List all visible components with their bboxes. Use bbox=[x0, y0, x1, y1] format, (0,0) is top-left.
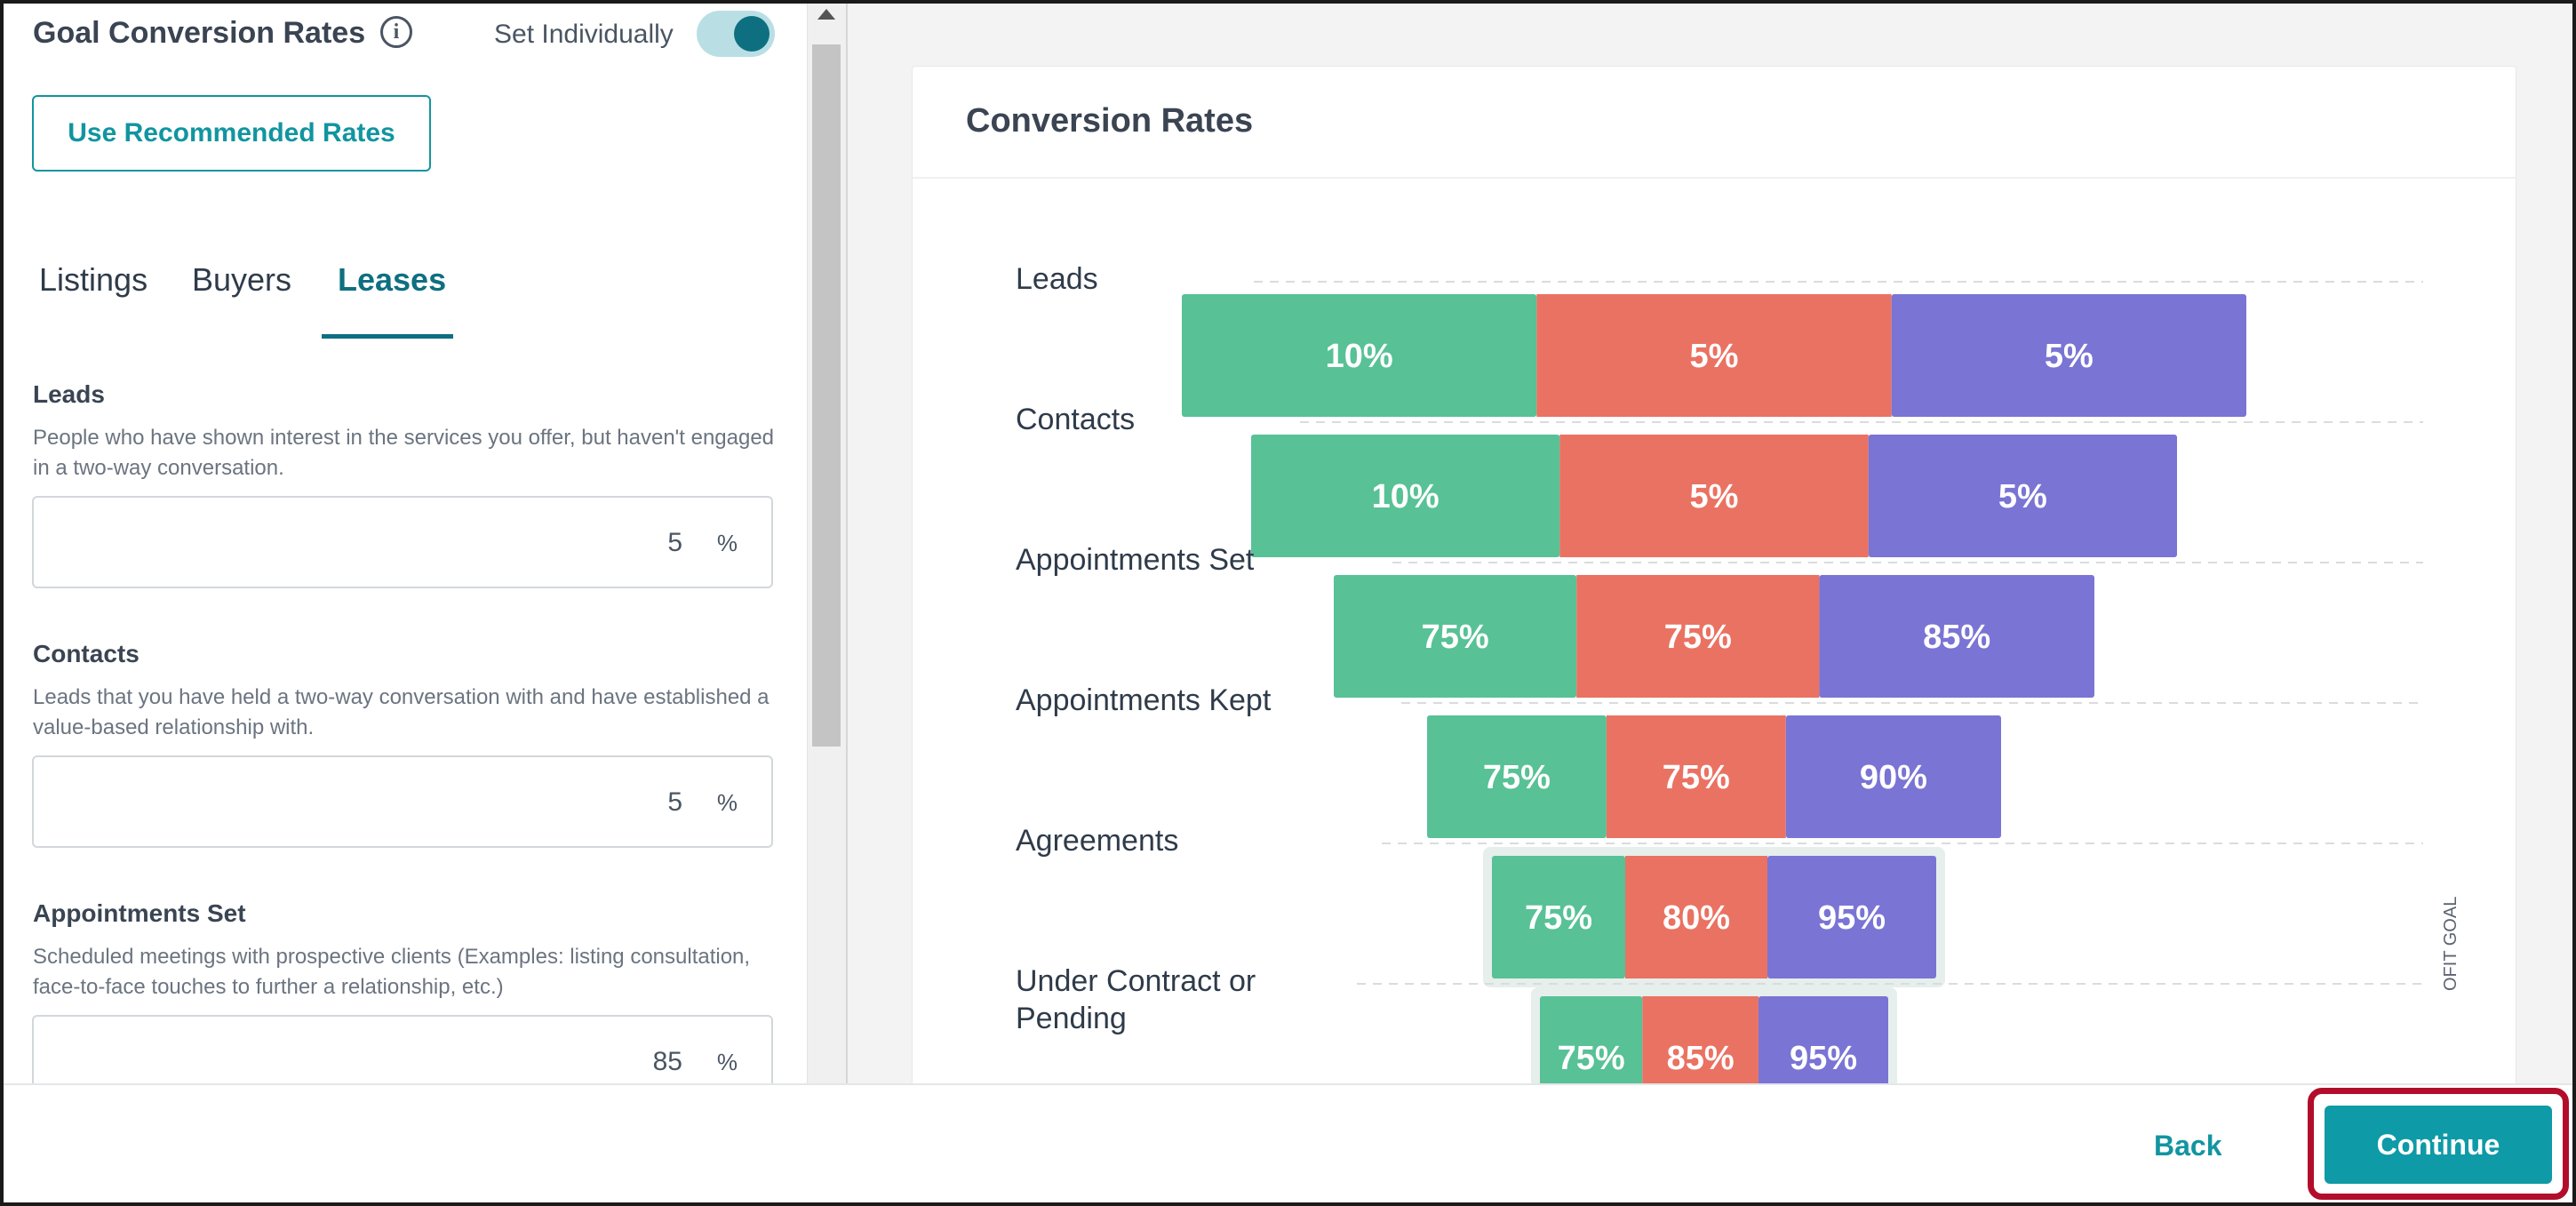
set-individually-label: Set Individually bbox=[494, 20, 674, 49]
appointments-set-rate-value[interactable]: 85 bbox=[652, 1047, 682, 1076]
segment-value-label: 75% bbox=[1483, 759, 1551, 796]
active-tab-indicator bbox=[322, 334, 453, 339]
segment-value-label: 85% bbox=[1667, 1040, 1735, 1077]
category-label: Under Contract or bbox=[1016, 964, 1256, 998]
segment-value-label: 85% bbox=[1923, 619, 1990, 656]
segment-value-label: 90% bbox=[1860, 759, 1927, 796]
scroll-up-arrow-icon[interactable] bbox=[817, 9, 835, 20]
leads-rate-value[interactable]: 5 bbox=[667, 528, 682, 557]
segment-value-label: 75% bbox=[1558, 1040, 1625, 1077]
appointments-set-label: Appointments Set bbox=[33, 899, 246, 927]
funnel-segment bbox=[1785, 715, 2001, 838]
funnel-segment bbox=[1427, 715, 1607, 838]
segment-value-label: 5% bbox=[1690, 478, 1739, 515]
category-label: Appointments Kept bbox=[1016, 683, 1272, 717]
funnel-segment bbox=[1819, 575, 2094, 698]
category-label: Leads bbox=[1016, 262, 1098, 296]
funnel-segment bbox=[1251, 435, 1560, 557]
segment-value-label: 10% bbox=[1372, 478, 1440, 515]
funnel-segment bbox=[1758, 996, 1888, 1083]
side-axis-label: OFIT GOAL bbox=[2441, 896, 2460, 991]
percent-unit: % bbox=[716, 789, 738, 816]
segment-value-label: 75% bbox=[1525, 899, 1592, 937]
card-header: Conversion Rates bbox=[913, 67, 2516, 179]
appointments-set-description: Scheduled meetings with prospective clie… bbox=[33, 945, 751, 999]
segment-value-label: 5% bbox=[2045, 338, 2093, 375]
conversion-funnel-chart: Leads 10% 5% 5% Contacts 10% 5% 5% Appointments … bbox=[913, 67, 2517, 1083]
contacts-rate-field[interactable]: 5 % bbox=[32, 755, 773, 848]
goal-settings-panel: Goal Conversion Rates i Set Individually… bbox=[4, 4, 846, 1083]
contacts-label: Contacts bbox=[33, 640, 140, 667]
chart-panel: Conversion Rates Leads 10% 5% 5% Contacts 10%… bbox=[846, 4, 2572, 1083]
segment-value-label: 95% bbox=[1790, 1040, 1857, 1077]
info-icon[interactable]: i bbox=[380, 16, 412, 48]
category-label: Pending bbox=[1016, 1002, 1127, 1035]
set-individually-toggle[interactable] bbox=[697, 11, 775, 57]
contacts-description: Leads that you have held a two-way conve… bbox=[33, 685, 770, 739]
funnel-segment bbox=[1767, 856, 1936, 978]
funnel-segment bbox=[1540, 996, 1643, 1083]
panel-title: Goal Conversion Rates bbox=[33, 16, 366, 50]
contacts-rate-value[interactable]: 5 bbox=[667, 787, 682, 817]
leads-description: People who have shown interest in the se… bbox=[33, 426, 775, 480]
category-label: Agreements bbox=[1016, 824, 1178, 858]
continue-highlight bbox=[2308, 1088, 2569, 1200]
conversion-rates-card: Conversion Rates Leads 10% 5% 5% Contacts 10%… bbox=[912, 66, 2516, 1083]
continue-button[interactable]: Continue bbox=[2325, 1106, 2552, 1184]
category-label: Appointments Set bbox=[1016, 543, 1255, 577]
percent-unit: % bbox=[716, 1049, 738, 1075]
segment-value-label: 95% bbox=[1818, 899, 1886, 937]
funnel-segment bbox=[1492, 856, 1625, 978]
card-title: Conversion Rates bbox=[966, 102, 1254, 140]
segment-value-label: 80% bbox=[1663, 899, 1730, 937]
scrollbar-thumb[interactable] bbox=[812, 44, 841, 747]
leads-label: Leads bbox=[33, 380, 105, 408]
segment-value-label: 75% bbox=[1663, 759, 1730, 796]
funnel-segment bbox=[1182, 294, 1537, 417]
funnel-segment bbox=[1536, 294, 1892, 417]
percent-unit: % bbox=[716, 530, 738, 556]
segment-value-label: 75% bbox=[1422, 619, 1489, 656]
funnel-segment bbox=[1559, 435, 1869, 557]
footer-bar: Back bbox=[4, 1083, 2572, 1202]
segment-value-label: 10% bbox=[1326, 338, 1393, 375]
funnel-segment bbox=[1868, 435, 2177, 557]
category-label: Contacts bbox=[1016, 403, 1135, 436]
funnel-segment bbox=[1891, 294, 2246, 417]
funnel-segment bbox=[1625, 856, 1767, 978]
funnel-segment bbox=[1606, 715, 1786, 838]
funnel-segment bbox=[1334, 575, 1577, 698]
toggle-knob bbox=[734, 16, 770, 52]
rate-tabs: Listings Buyers Leases bbox=[21, 252, 519, 341]
leads-rate-field[interactable]: 5 % bbox=[32, 496, 773, 588]
back-button[interactable]: Back bbox=[2154, 1130, 2222, 1162]
use-recommended-rates-button[interactable]: Use Recommended Rates bbox=[32, 95, 431, 172]
funnel-svg: Leads 10% 5% 5% Contacts 10% 5% 5% Appointments … bbox=[1016, 262, 2423, 1083]
tab-listings[interactable]: Listings bbox=[39, 261, 148, 298]
appointments-set-rate-field[interactable]: 85 % bbox=[32, 1015, 773, 1083]
tab-leases[interactable]: Leases bbox=[338, 261, 447, 298]
tab-buyers[interactable]: Buyers bbox=[192, 261, 292, 298]
segment-value-label: 75% bbox=[1664, 619, 1732, 656]
funnel-segment bbox=[1642, 996, 1759, 1083]
funnel-segment bbox=[1576, 575, 1820, 698]
segment-value-label: 5% bbox=[1998, 478, 2047, 515]
segment-value-label: 5% bbox=[1690, 338, 1739, 375]
